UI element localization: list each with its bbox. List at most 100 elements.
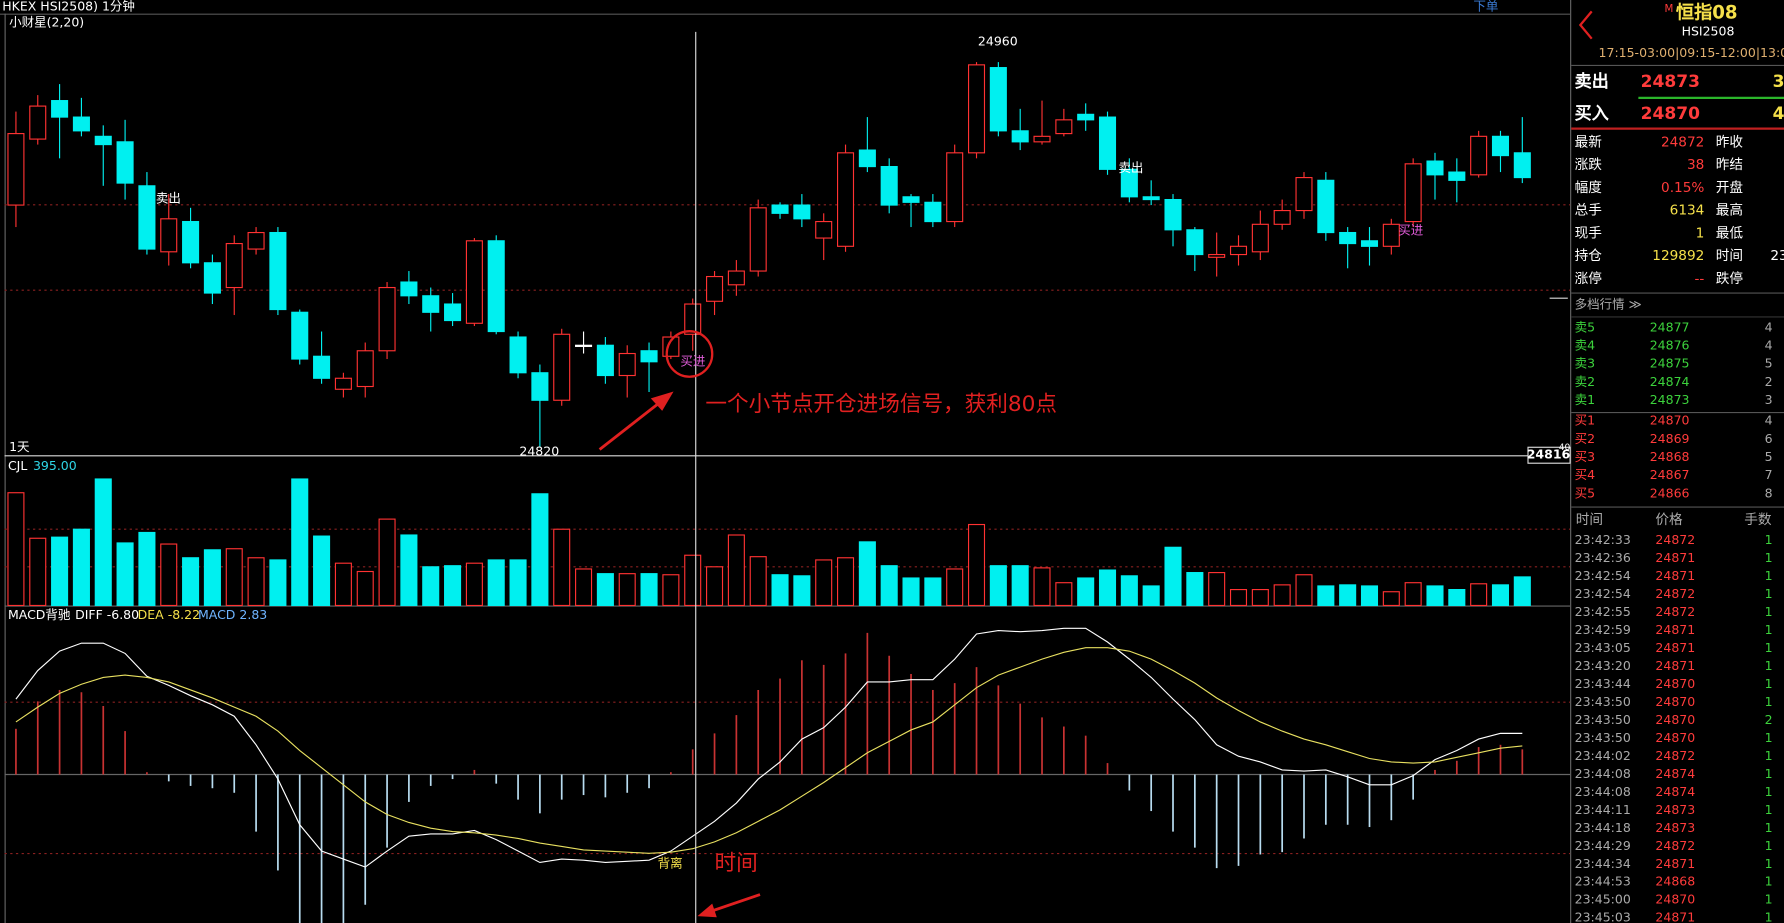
candle-body [444, 303, 462, 322]
volume-bar [924, 577, 942, 607]
depth-qty: 6 [1765, 431, 1773, 446]
candle-body [400, 281, 418, 297]
trade-qty: 1 [1765, 838, 1773, 853]
depth-qty: 4 [1765, 337, 1773, 352]
volume-bar [487, 559, 505, 607]
candle-body [815, 220, 833, 239]
trade-time: 23:42:55 [1575, 604, 1631, 619]
volume-bar [1251, 589, 1269, 607]
volume-bar [509, 559, 527, 607]
side-price: 24870 [1641, 104, 1700, 124]
order-button[interactable]: 下单 [1473, 0, 1498, 13]
volume-bar [1513, 576, 1531, 607]
candle-body [989, 67, 1007, 132]
trade-price: 24870 [1655, 730, 1695, 745]
depth-label: 买4 [1575, 467, 1595, 482]
candle-body [727, 270, 745, 286]
candle-body [880, 166, 898, 206]
candle-body [1470, 135, 1488, 176]
volume-bar [1273, 584, 1291, 607]
volume-bar [1382, 591, 1400, 607]
candle-body [247, 231, 265, 250]
candle-body [793, 204, 811, 220]
volume-bar [225, 548, 243, 607]
trade-price: 24871 [1655, 622, 1695, 637]
trade-qty: 1 [1765, 820, 1773, 835]
candle-body [946, 152, 964, 223]
candle-body [334, 377, 352, 390]
depth-title[interactable]: 多档行情 ≫ [1575, 297, 1642, 312]
depth-price: 24876 [1650, 337, 1690, 352]
candle-body [1120, 168, 1138, 198]
candle-body [182, 220, 200, 264]
candle-body [684, 303, 702, 335]
volume-bar [1120, 575, 1138, 607]
volume-bar [684, 554, 702, 607]
volume-bar [989, 565, 1007, 607]
quote-label: 最新 [1575, 134, 1603, 150]
quote-label: 现手 [1575, 225, 1602, 241]
quote-label: 最低 [1716, 225, 1744, 241]
candle-body [1033, 135, 1051, 143]
candle-body [553, 333, 571, 401]
candle-body [749, 207, 767, 272]
candle-body [203, 262, 221, 294]
candle-body [1098, 116, 1117, 170]
quote-value: -- [1694, 271, 1704, 287]
candle-body [1077, 113, 1095, 121]
trade-price: 24873 [1655, 802, 1695, 817]
trade-price: 24872 [1655, 532, 1695, 547]
depth-label: 买3 [1575, 449, 1595, 464]
volume-bar [1164, 546, 1182, 607]
volume-bar [291, 478, 309, 607]
macd-value-label: MACD 2.83 [198, 607, 267, 622]
back-button[interactable] [1578, 10, 1593, 40]
side-qty: 4 [1773, 104, 1784, 124]
trade-price: 24870 [1655, 712, 1695, 727]
trade-qty: 1 [1765, 532, 1773, 547]
quote-value: 23 [1770, 248, 1784, 264]
volume-bar [1208, 572, 1226, 607]
trade-price: 24871 [1655, 550, 1695, 565]
trade-time: 23:43:50 [1575, 730, 1631, 745]
trade-price: 24873 [1655, 820, 1695, 835]
volume-bar [1077, 577, 1095, 607]
candle-body [225, 242, 243, 289]
trade-header: 手数 [1744, 512, 1772, 528]
depth-label: 卖2 [1575, 374, 1595, 389]
candle-body [1426, 160, 1444, 176]
volume-bar [1317, 585, 1335, 607]
volume-bar [465, 562, 483, 607]
quote-label: 涨跌 [1575, 157, 1603, 173]
volume-bar [116, 542, 134, 607]
trade-header: 价格 [1655, 512, 1683, 528]
depth-price: 24873 [1650, 392, 1690, 407]
depth-label: 卖3 [1575, 356, 1595, 371]
side-price: 24873 [1641, 72, 1700, 92]
period-label: 1天 [9, 439, 30, 454]
candle-body [924, 201, 942, 223]
trade-time: 23:45:00 [1575, 892, 1631, 907]
quote-label: 持仓 [1575, 248, 1603, 264]
quote-value: 0.15% [1661, 180, 1704, 196]
trade-time: 23:43:05 [1575, 640, 1631, 655]
depth-label: 买1 [1575, 413, 1595, 428]
quote-value: 1 [1696, 225, 1705, 241]
candle-body [94, 135, 112, 146]
quote-label: 昨收 [1716, 134, 1744, 150]
macd-label: MACD背驰 [8, 607, 71, 622]
volume-bar [203, 549, 221, 607]
candle-body [291, 311, 309, 360]
buy-signal: 买进 [680, 353, 705, 368]
buy-signal: 买进 [1398, 223, 1423, 238]
candle-body [487, 240, 505, 333]
depth-price: 24868 [1650, 449, 1690, 464]
quote-label: 幅度 [1575, 180, 1603, 196]
candle-body [51, 100, 69, 118]
volume-bar [662, 574, 680, 607]
trade-price: 24871 [1655, 568, 1695, 583]
candle-body [1208, 253, 1226, 258]
candle-body [618, 352, 636, 377]
trade-price: 24870 [1655, 676, 1695, 691]
